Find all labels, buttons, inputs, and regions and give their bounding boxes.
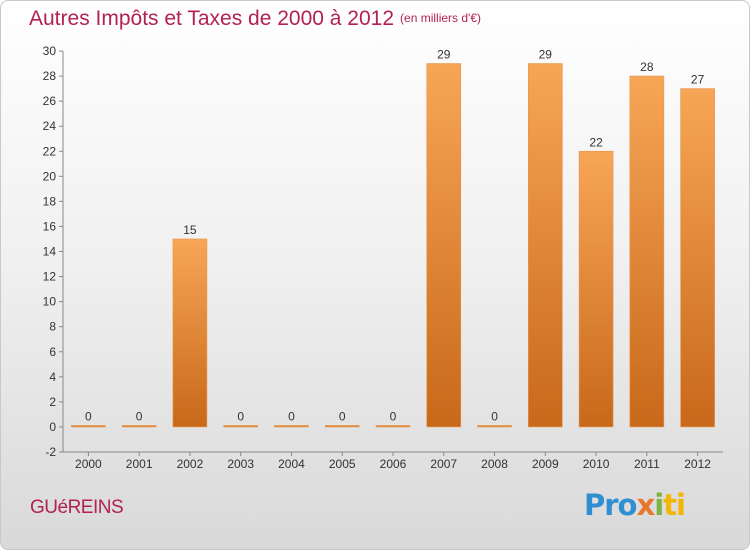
y-tick-label: -2 [45,445,56,459]
y-tick-label: 2 [49,395,56,409]
bar [223,425,258,428]
bar [375,425,411,428]
x-tick-label: 2002 [177,457,204,471]
logo-part-1: Pro [584,488,637,522]
chart-title-text: Autres Impôts et Taxes de 2000 à 2012 [29,7,395,30]
x-tick-label: 2004 [278,457,305,471]
y-tick-label: 30 [43,44,57,58]
bar [71,425,106,428]
y-tick-label: 0 [49,420,56,434]
bar-value-label: 29 [539,48,553,62]
bar-value-label: 22 [589,135,603,149]
x-tick-label: 2012 [684,457,711,471]
y-tick-label: 26 [43,94,57,108]
x-tick-label: 2003 [227,457,254,471]
logo-part-2: x [636,488,655,522]
y-tick-label: 18 [43,194,57,208]
bar-value-label: 0 [85,409,92,423]
bar [680,88,715,428]
x-tick-label: 2005 [329,457,356,471]
bar-value-label: 0 [491,409,498,423]
y-tick-label: 12 [43,270,57,284]
y-tick-label: 22 [43,144,57,158]
x-tick-label: 2011 [634,457,660,471]
y-tick-label: 16 [43,219,57,233]
bar [172,238,208,428]
chart-unit-text: (en milliers d'€) [400,11,482,25]
chart-title: Autres Impôts et Taxes de 2000 à 2012 (en… [29,7,481,31]
bar [477,425,512,428]
y-tick-label: 24 [43,119,57,133]
y-tick-label: 8 [49,320,56,334]
x-tick-label: 2010 [583,457,610,471]
y-tick-label: 6 [49,345,56,359]
bar-value-label: 15 [183,223,197,237]
bar-value-label: 0 [390,409,397,423]
logo-part-3: i [654,488,664,522]
bar-value-label: 28 [640,60,654,74]
y-tick-label: 20 [43,169,57,183]
commune-name: GUéREINS [30,497,124,518]
y-tick-label: 4 [49,370,56,384]
bar [528,63,563,428]
proxiti-logo: Proxiti [584,488,686,522]
x-tick-label: 2008 [481,457,508,471]
logo-part-4: ti [663,488,686,522]
bar-value-label: 0 [339,409,346,423]
x-tick-label: 2001 [126,457,153,471]
x-tick-label: 2006 [380,457,407,471]
bar-value-label: 0 [288,409,295,423]
y-tick-label: 14 [43,245,57,259]
bar-value-label: 29 [437,48,451,62]
y-tick-label: 10 [43,295,57,309]
x-tick-label: 2000 [75,457,102,471]
bar [274,425,309,428]
bar-value-label: 27 [691,73,705,87]
bar [426,63,462,428]
y-tick-label: 28 [43,69,57,83]
bar-value-label: 0 [237,409,244,423]
bar [578,150,614,428]
bar [324,425,360,428]
x-tick-label: 2009 [532,457,559,471]
bar [121,425,157,428]
bar [629,75,665,428]
bar-value-label: 0 [136,409,143,423]
x-tick-label: 2007 [430,457,457,471]
